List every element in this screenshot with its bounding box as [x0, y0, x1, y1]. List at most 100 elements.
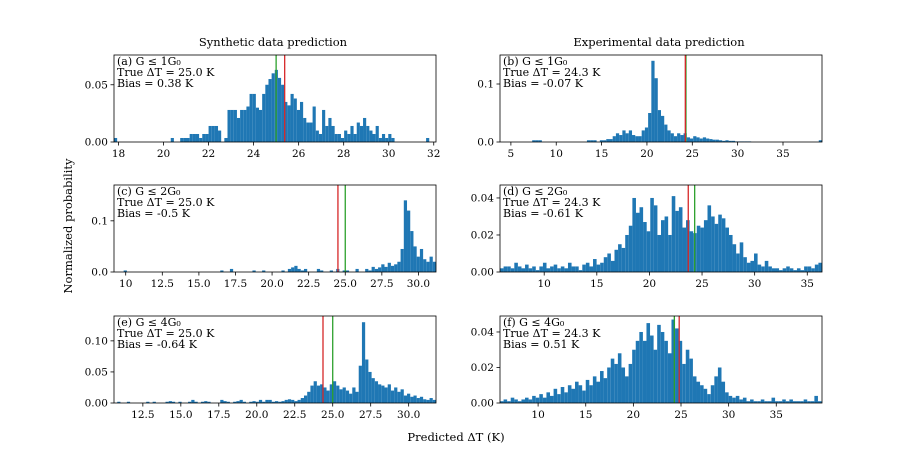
- histogram-bar: [191, 399, 195, 403]
- histogram-bar: [152, 401, 156, 403]
- histogram-bar: [416, 256, 420, 272]
- bars-f: [500, 316, 822, 403]
- histogram-bar: [778, 401, 783, 403]
- histogram-bar: [735, 395, 740, 403]
- histogram-bar: [732, 397, 736, 403]
- histogram-bar: [230, 109, 234, 142]
- histogram-bar: [607, 253, 611, 272]
- x-tick-label: 25.0: [334, 278, 357, 290]
- histogram-bar: [223, 401, 227, 403]
- histogram-bar: [585, 262, 590, 272]
- histogram-bar: [682, 227, 687, 272]
- histogram-bar: [349, 393, 353, 403]
- histogram-bar: [429, 256, 433, 272]
- histogram-bar: [564, 268, 568, 272]
- histogram-bar: [615, 133, 620, 142]
- histogram-bar: [361, 322, 366, 403]
- histogram-bar: [804, 266, 808, 272]
- x-tick-label: 25: [686, 148, 699, 160]
- histogram-bar: [571, 266, 576, 272]
- histogram-bar: [316, 385, 321, 403]
- histogram-bar: [291, 399, 295, 403]
- histogram-bar: [528, 399, 533, 403]
- histogram-bar: [567, 262, 572, 272]
- true-delta-t: True ΔT = 24.3 K: [503, 66, 601, 79]
- histogram-bar: [621, 247, 626, 272]
- bars-a: [114, 55, 430, 142]
- bias-text: Bias = -0.61 K: [503, 207, 584, 220]
- histogram-bar: [657, 110, 661, 142]
- x-tick-label: 20: [157, 148, 170, 160]
- histogram-bar: [639, 331, 643, 403]
- histogram-bar: [628, 363, 633, 403]
- histogram-bar: [671, 319, 676, 403]
- histogram-bar: [578, 385, 583, 403]
- histogram-bar: [625, 234, 629, 272]
- histogram-bar: [782, 399, 786, 403]
- histogram-bar: [517, 401, 522, 403]
- histogram-bar: [696, 225, 701, 272]
- histogram-bar: [355, 268, 359, 272]
- histogram-bar: [371, 266, 375, 272]
- histogram-bar: [303, 268, 308, 272]
- histogram-bar: [711, 216, 715, 272]
- histogram-bar: [423, 259, 427, 272]
- y-tick-label: 0.0: [91, 267, 108, 279]
- histogram-bar: [628, 130, 633, 142]
- histogram-bar: [265, 399, 269, 403]
- histogram-bar: [236, 117, 241, 142]
- histogram-bar: [439, 262, 442, 272]
- histogram-bar: [796, 401, 801, 403]
- histogram-bar: [661, 115, 665, 142]
- histogram-bar: [278, 401, 282, 403]
- histogram-bar: [782, 268, 787, 272]
- histogram-bar: [227, 109, 231, 142]
- x-tick-label: 17.5: [224, 278, 247, 290]
- histogram-bar: [226, 401, 230, 403]
- histogram-bar: [654, 78, 658, 142]
- x-tick-label: 15.0: [187, 278, 210, 290]
- histogram-bar: [625, 133, 629, 142]
- histogram-bar: [397, 261, 401, 272]
- histogram-bar: [628, 225, 633, 272]
- histogram-bar: [452, 269, 455, 272]
- histogram-bar: [186, 137, 190, 142]
- histogram-bar: [635, 136, 639, 142]
- x-tick-label: 30: [382, 148, 395, 160]
- histogram-bar: [707, 205, 712, 272]
- histogram-bar: [689, 138, 694, 142]
- histogram-bar: [271, 401, 275, 403]
- histogram-bar: [180, 137, 184, 142]
- histogram-bar: [757, 401, 761, 403]
- x-tick-label: 25: [695, 278, 708, 290]
- histogram-bar: [606, 139, 610, 142]
- histogram-bar: [291, 267, 295, 272]
- histogram-bar: [205, 133, 209, 142]
- true-delta-t: True ΔT = 25.0 K: [117, 196, 215, 209]
- histogram-bar: [355, 391, 359, 403]
- histogram-bar: [117, 401, 121, 403]
- histogram-bar: [775, 268, 780, 272]
- x-tick-label: 12.5: [131, 409, 154, 421]
- histogram-bar: [599, 140, 604, 142]
- x-tick-label: 30: [722, 409, 735, 421]
- histogram-bar: [761, 266, 765, 272]
- histogram-bar: [653, 349, 658, 403]
- histogram-bar: [252, 270, 256, 272]
- histogram-bar: [550, 395, 554, 403]
- histogram-bar: [596, 264, 601, 272]
- histogram-bar: [334, 133, 338, 142]
- histogram-bar: [368, 371, 372, 403]
- histogram-bar: [635, 340, 640, 403]
- histogram-bar: [442, 264, 445, 272]
- histogram-bar: [714, 376, 718, 403]
- x-tick-label: 35: [776, 148, 789, 160]
- x-tick-label: 24: [247, 148, 261, 160]
- histogram-bar: [413, 395, 417, 403]
- histogram-bar: [200, 401, 205, 403]
- histogram-bar: [621, 367, 626, 403]
- histogram-bar: [300, 270, 304, 272]
- histogram-bar: [677, 133, 681, 142]
- histogram-bar: [368, 270, 372, 272]
- histogram-bar: [622, 130, 626, 142]
